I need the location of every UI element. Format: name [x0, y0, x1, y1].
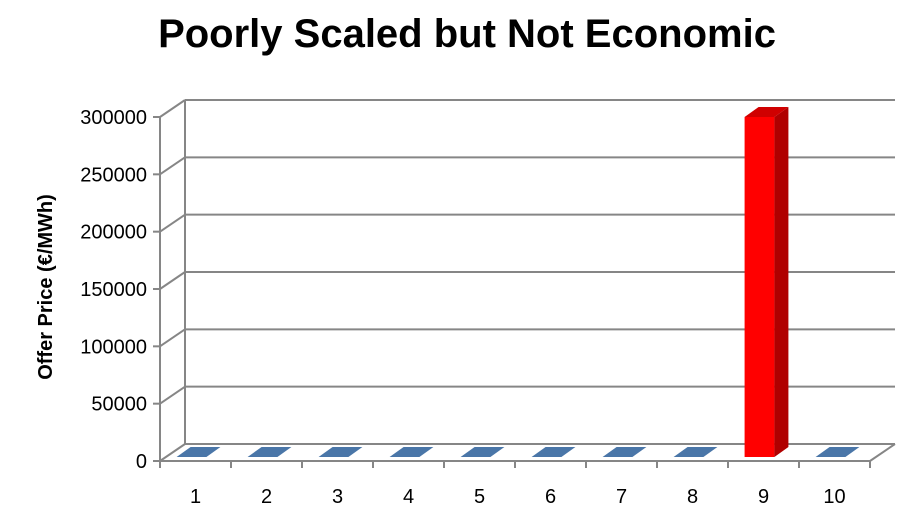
bar-side	[774, 107, 789, 457]
y-tick-label: 250000	[80, 164, 147, 186]
gridline-depth	[159, 99, 186, 118]
bar-top	[176, 447, 221, 457]
bar-top	[602, 447, 647, 457]
x-tick-label: 8	[687, 486, 698, 508]
y-tick-label: 50000	[91, 394, 147, 416]
bar-top	[673, 447, 718, 457]
gridline-depth	[159, 271, 186, 290]
gridline-depth	[159, 213, 186, 233]
gridline-depth	[159, 443, 186, 462]
bar-top	[531, 447, 576, 457]
axes	[153, 116, 896, 468]
bar	[531, 447, 576, 457]
gridlines	[159, 99, 895, 462]
bar-top	[318, 447, 363, 457]
bar	[815, 447, 860, 457]
bar-top	[744, 107, 789, 117]
y-tick-label: 0	[136, 451, 147, 473]
bar-top	[389, 447, 434, 457]
gridline-depth	[159, 385, 186, 405]
bar	[247, 447, 292, 457]
bar	[673, 447, 718, 457]
bar-top	[460, 447, 505, 457]
bar	[744, 107, 789, 457]
x-tick-label: 10	[823, 486, 845, 508]
x-tick-label: 2	[261, 486, 272, 508]
bar	[389, 447, 434, 457]
bar-top	[247, 447, 292, 457]
bars	[176, 107, 860, 457]
x-tick-label: 7	[616, 486, 627, 508]
y-axis-title: Offer Price (€/MWh)	[35, 194, 57, 380]
x-tick-label: 4	[403, 486, 414, 508]
bar-top	[815, 447, 860, 457]
tick-labels: 0 50000 100000 150000 200000 250000 300000 1 2 3 4…	[80, 107, 845, 508]
bar	[176, 447, 221, 457]
x-tick-label: 1	[190, 486, 201, 508]
x-tick-label: 3	[332, 486, 343, 508]
bar	[602, 447, 647, 457]
x-tick-label: 6	[545, 486, 556, 508]
x-tick-label: 9	[758, 486, 769, 508]
floor-depth-edge	[869, 443, 896, 462]
gridline-depth	[159, 328, 186, 348]
y-tick-label: 300000	[80, 107, 147, 129]
y-tick-label: 150000	[80, 279, 147, 301]
chart-title: Poorly Scaled but Not Economic	[158, 12, 776, 56]
y-tick-label: 200000	[80, 222, 147, 244]
bar	[460, 447, 505, 457]
bar-front	[744, 117, 775, 457]
x-tick-label: 5	[474, 486, 485, 508]
gridline-depth	[159, 156, 186, 176]
bar	[318, 447, 363, 457]
y-tick-label: 100000	[80, 336, 147, 358]
